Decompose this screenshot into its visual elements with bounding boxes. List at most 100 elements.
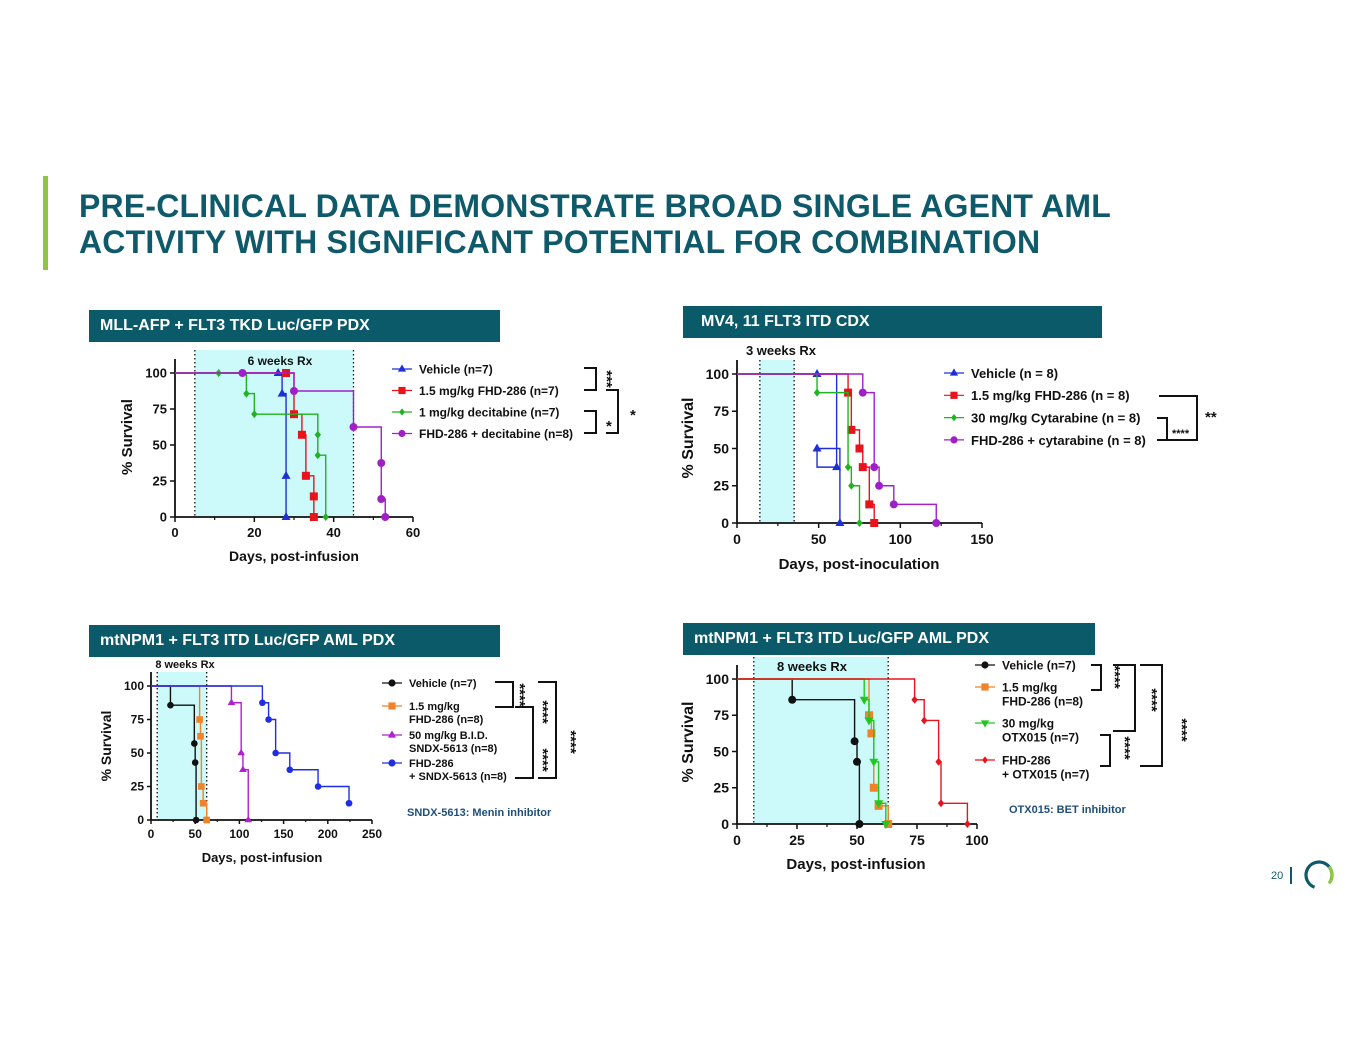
data-point [314,430,321,439]
data-point [889,500,898,509]
data-point [290,387,298,395]
y-tick-label: 50 [713,743,729,759]
data-point [199,799,207,807]
legend-marker [398,386,406,395]
treatment-window-label: 6 weeks Rx [248,354,313,368]
treatment-window-shade [157,672,207,820]
legend-marker [950,391,958,399]
significance-label: **** [534,748,551,772]
data-point [858,463,867,472]
significance-bracket [538,681,557,779]
data-point [935,757,942,766]
legend-label: FHD-286 + decitabine (n=8) [419,427,573,441]
page-number: 20 [1271,870,1284,882]
significance-bracket [584,410,597,434]
y-tick-label: 75 [713,707,729,723]
data-point [865,500,874,509]
treatment-window-label: 8 weeks Rx [155,659,215,671]
significance-label: **** [1106,665,1123,689]
x-tick-label: 50 [811,531,827,547]
panel-header-1: MLL-AFP + FLT3 TKD Luc/GFP PDX [89,310,500,342]
y-axis-label: % Survival [680,398,697,479]
data-point [788,695,797,704]
y-tick-label: 25 [153,474,167,489]
significance-label: **** [511,683,528,707]
title-line-1: PRE-CLINICAL DATA DEMONSTRATE BROAD SING… [79,188,1111,224]
page-title: PRE-CLINICAL DATA DEMONSTRATE BROAD SING… [79,188,1279,260]
data-point [853,757,861,766]
x-tick-label: 60 [406,525,420,540]
significance-label: **** [562,730,579,754]
data-point [812,443,822,452]
legend-marker [388,679,396,687]
legend-label: + SNDX-5613 (n=8) [409,771,507,783]
data-point [314,783,322,790]
survival-curve-3 [737,373,861,523]
y-tick-label: 75 [713,403,729,419]
data-point [858,388,867,397]
company-logo-icon [1304,860,1334,890]
significance-label: **** [1143,688,1160,712]
data-point [286,766,294,774]
data-point [191,740,198,747]
data-point [259,699,266,707]
chart-1: 6 weeks Rx 0 25 50 75 100 0 20 40 60 Days, post-in… [119,350,636,564]
legend-label: FHD-286 [1002,754,1051,768]
x-tick-label: 50 [189,827,203,841]
data-point [835,518,845,526]
data-point [345,799,353,807]
data-point [265,716,272,723]
x-axis-label: Days, post-infusion [229,548,359,564]
data-point [198,783,205,790]
y-axis-label: % Survival [98,711,114,782]
data-point [964,820,971,828]
data-point [377,495,386,503]
data-point [847,425,856,434]
x-tick-label: 20 [247,525,261,540]
legend-label: OTX015 (n=7) [1002,731,1079,745]
chart-note: SNDX-5613: Menin inhibitor [407,807,552,819]
chart-note: OTX015: BET inhibitor [1009,804,1126,816]
legend-marker [951,414,957,422]
significance-bracket [1157,417,1168,441]
significance-bracket [584,367,597,391]
data-point [197,732,204,740]
data-point [301,471,310,480]
significance-bracket [1113,664,1136,732]
data-point [850,737,859,746]
data-point [870,463,879,472]
data-point [381,513,390,521]
y-tick-label: 50 [153,438,167,453]
page-number-separator [1290,867,1292,884]
y-tick-label: 25 [131,780,145,794]
data-point [297,430,306,439]
data-point [322,513,329,521]
x-axis-label: Days, post-infusion [202,850,323,865]
x-tick-label: 100 [965,832,989,848]
data-point [856,519,863,527]
significance-bracket [1159,395,1198,441]
legend-label: 30 mg/kg [1002,717,1054,731]
data-point [273,368,283,376]
legend-marker [949,368,959,376]
y-tick-label: 100 [706,671,730,687]
y-tick-label: 50 [131,746,145,760]
x-tick-label: 250 [362,827,382,841]
data-point [196,716,203,723]
x-axis-label: Days, post-inoculation [779,556,940,573]
legend-label: 1.5 mg/kg [409,701,460,713]
data-point [272,749,279,757]
significance-bracket [606,389,619,434]
significance-bracket [1091,664,1102,691]
significance-bracket [1100,734,1111,767]
survival-curve-4 [737,678,969,824]
y-axis-label: % Survival [680,702,697,783]
survival-curve-2 [737,373,875,523]
y-tick-label: 0 [160,510,167,525]
x-tick-label: 50 [849,832,865,848]
significance-label: ** [1205,409,1217,426]
legend-label: SNDX-5613 (n=8) [409,743,498,755]
y-tick-label: 100 [124,679,144,693]
y-tick-label: 25 [713,780,729,796]
legend-label: 1 mg/kg decitabine (n=7) [419,406,559,420]
